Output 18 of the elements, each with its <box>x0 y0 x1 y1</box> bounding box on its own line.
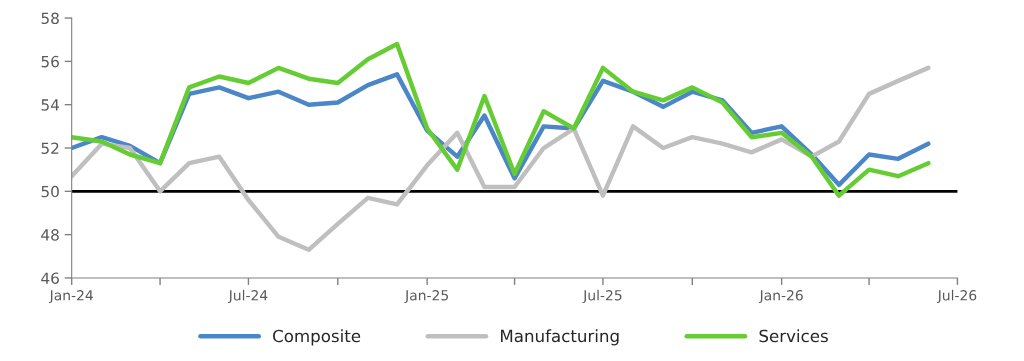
legend-label: Composite <box>273 329 361 346</box>
y-tick-label: 52 <box>41 142 59 155</box>
y-tick-label: 54 <box>41 99 60 111</box>
y-tick-label: 58 <box>41 12 59 25</box>
line-series <box>71 41 931 198</box>
y-tick-label: 48 <box>41 229 59 241</box>
legend-label: Manufacturing <box>501 329 619 346</box>
y-tick-label: 56 <box>41 55 59 68</box>
y-tick-label: 50 <box>41 185 59 198</box>
x-tick-label: Jul-25 <box>582 289 622 304</box>
legend-label: Services <box>759 329 828 343</box>
x-tick-label: Jan-26 <box>758 290 803 304</box>
x-tick-label: Jul-26 <box>937 289 977 304</box>
x-tick-label: Jan-24 <box>48 290 93 304</box>
x-tick-label: Jan-25 <box>404 290 448 304</box>
line-series <box>71 65 931 253</box>
x-tick-label: Jul-24 <box>228 289 268 304</box>
y-tick-label: 46 <box>41 272 59 284</box>
